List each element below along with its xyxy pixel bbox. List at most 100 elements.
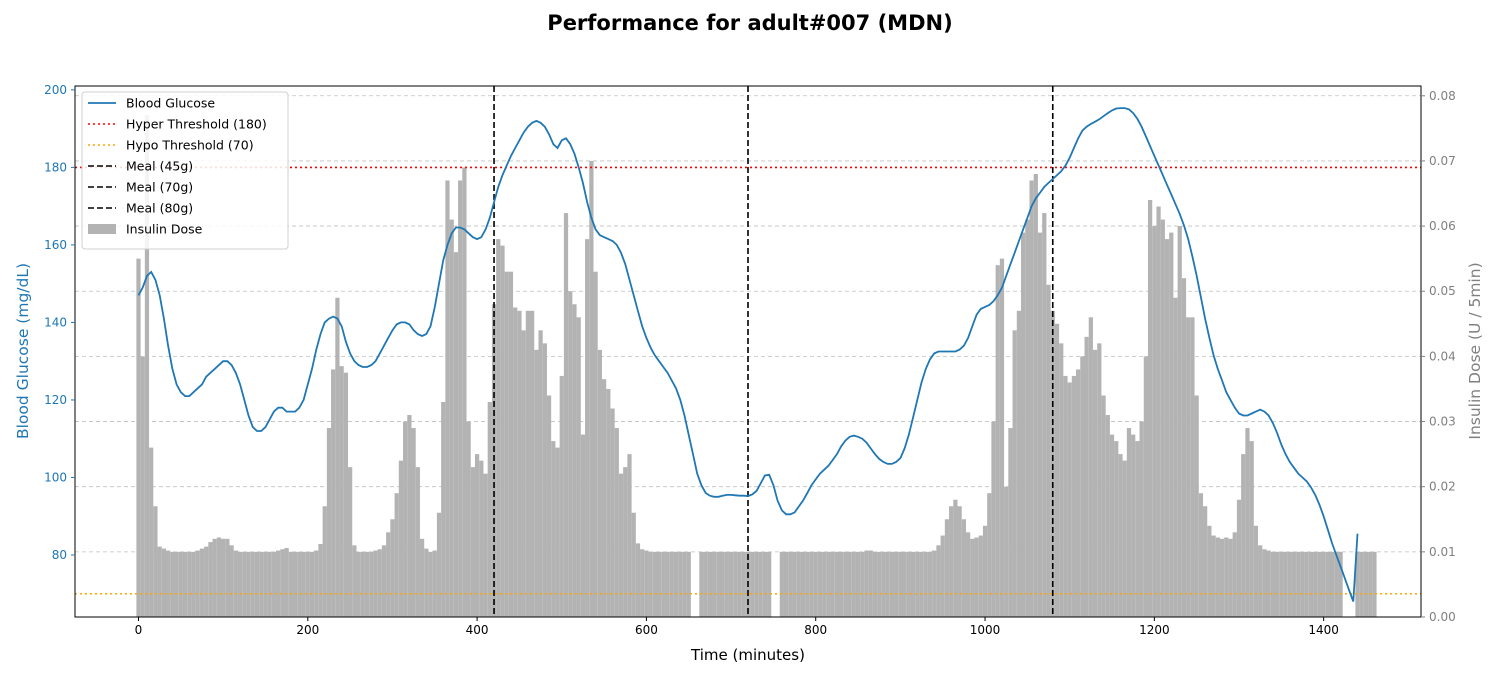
insulin-bar: [1296, 551, 1301, 617]
insulin-bar: [187, 551, 192, 617]
insulin-bar: [978, 535, 983, 617]
y2-tick-label: 0.02: [1429, 480, 1456, 494]
insulin-bar: [720, 551, 725, 617]
insulin-bar: [716, 551, 721, 617]
insulin-bar: [847, 551, 852, 617]
insulin-bar: [474, 454, 480, 617]
insulin-bar: [1329, 551, 1335, 617]
insulin-bar: [572, 304, 577, 617]
legend-label: Hyper Threshold (180): [126, 117, 267, 132]
insulin-bar: [606, 388, 611, 617]
insulin-bar: [542, 343, 547, 617]
insulin-bar: [576, 317, 581, 617]
insulin-bar: [348, 467, 353, 617]
y2-tick-label: 0.03: [1429, 415, 1456, 429]
insulin-bar: [373, 550, 378, 617]
insulin-bar: [623, 467, 628, 617]
insulin-bar: [1355, 551, 1360, 617]
insulin-bar: [961, 519, 966, 617]
insulin-bar: [936, 545, 941, 617]
insulin-bar: [1194, 395, 1199, 617]
insulin-bar: [898, 551, 903, 617]
insulin-bar: [259, 551, 264, 617]
insulin-bar: [335, 297, 340, 617]
insulin-bar: [1283, 551, 1288, 617]
insulin-bar: [1012, 330, 1017, 617]
insulin-bar: [1101, 395, 1106, 617]
insulin-bar: [851, 551, 856, 617]
insulin-bar: [640, 549, 645, 617]
y2-tick-label: 0.01: [1429, 545, 1456, 559]
insulin-bar: [800, 551, 806, 617]
insulin-bar: [665, 551, 670, 617]
insulin-bar: [1359, 551, 1364, 617]
insulin-bar: [364, 551, 370, 617]
insulin-bar: [538, 330, 543, 617]
insulin-bar: [305, 551, 310, 617]
insulin-bar: [737, 551, 742, 617]
insulin-bar: [1300, 551, 1305, 617]
legend-label: Insulin Dose: [126, 222, 203, 237]
x-tick-label: 800: [804, 623, 827, 637]
insulin-bar: [822, 551, 827, 617]
x-tick-label: 600: [635, 623, 658, 637]
insulin-bar: [830, 551, 835, 617]
insulin-bar: [991, 421, 996, 617]
insulin-bar: [1054, 323, 1060, 617]
insulin-bar: [783, 551, 789, 617]
insulin-bar: [487, 401, 492, 617]
y2-tick-label: 0.00: [1429, 610, 1456, 624]
insulin-bar: [153, 506, 158, 617]
insulin-bar: [419, 538, 425, 617]
insulin-bar: [432, 550, 437, 617]
insulin-bar: [813, 551, 818, 617]
insulin-bar: [199, 548, 205, 617]
insulin-bar: [1279, 551, 1284, 617]
x-tick-label: 200: [296, 623, 319, 637]
insulin-bar: [902, 551, 907, 617]
x-tick-label: 1000: [970, 623, 1001, 637]
insulin-bar: [470, 467, 475, 617]
insulin-bar: [280, 549, 285, 617]
insulin-bar: [855, 551, 861, 617]
insulin-bar: [1338, 551, 1343, 617]
y2-tick-label: 0.04: [1429, 349, 1456, 363]
insulin-bar: [1173, 297, 1178, 617]
insulin-bar: [712, 551, 717, 617]
insulin-bar: [881, 551, 886, 617]
y-tick-label: 140: [44, 315, 67, 329]
insulin-bar: [500, 245, 505, 617]
insulin-bar: [1291, 551, 1297, 617]
insulin-bar: [174, 551, 179, 617]
insulin-bar: [1084, 336, 1089, 617]
insulin-bar: [407, 415, 412, 617]
insulin-bar: [750, 551, 755, 617]
insulin-bar: [1050, 310, 1055, 617]
insulin-bar: [271, 551, 277, 617]
y2-tick-label: 0.05: [1429, 284, 1456, 298]
insulin-bar: [377, 549, 382, 617]
insulin-bar: [166, 550, 171, 617]
plot-frame: [74, 85, 1422, 618]
insulin-bar: [1071, 375, 1077, 617]
insulin-bar: [292, 551, 298, 617]
insulin-bar: [728, 551, 734, 617]
insulin-bar: [415, 467, 420, 617]
insulin-bar: [1287, 551, 1292, 617]
insulin-bar: [394, 493, 399, 617]
insulin-bar: [458, 180, 463, 617]
insulin-bar: [191, 551, 196, 617]
insulin-bar: [682, 551, 687, 617]
y-tick-label: 200: [44, 83, 67, 97]
insulin-bar: [398, 460, 404, 617]
legend-label: Hypo Threshold (70): [126, 138, 254, 153]
y2-axis-label: Insulin Dose (U / 5min): [1466, 262, 1484, 439]
y2-tick-label: 0.07: [1429, 154, 1456, 168]
insulin-bar: [703, 551, 708, 617]
insulin-bar: [161, 548, 167, 617]
insulin-bar: [839, 551, 844, 617]
insulin-bar: [1016, 310, 1022, 617]
insulin-bar: [944, 519, 950, 617]
insulin-bar: [149, 447, 154, 617]
insulin-bar: [140, 356, 145, 617]
